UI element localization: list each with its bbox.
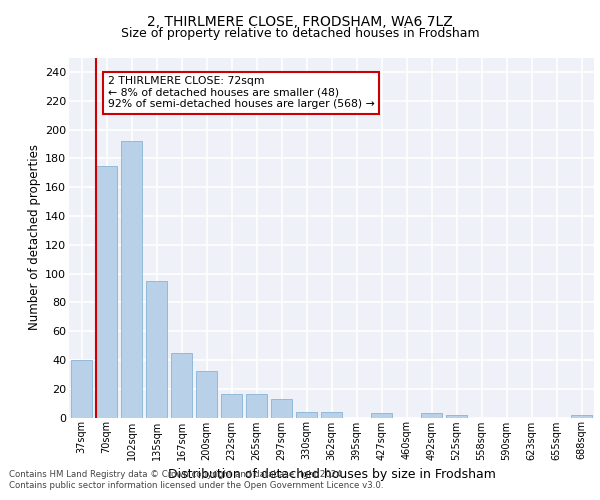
Bar (71, 360, 92, 418)
Bar (221, 394, 242, 417)
Bar (321, 412, 342, 418)
Bar (371, 413, 392, 418)
Text: 2 THIRLMERE CLOSE: 72sqm
← 8% of detached houses are smaller (48)
92% of semi-de: 2 THIRLMERE CLOSE: 72sqm ← 8% of detache… (108, 76, 374, 110)
Bar (446, 414, 467, 418)
Bar (196, 372, 217, 418)
Text: Size of property relative to detached houses in Frodsham: Size of property relative to detached ho… (121, 28, 479, 40)
Bar (571, 414, 592, 418)
Bar (96, 166, 117, 418)
Bar (171, 352, 192, 418)
Text: Contains public sector information licensed under the Open Government Licence v3: Contains public sector information licen… (9, 481, 383, 490)
Y-axis label: Number of detached properties: Number of detached properties (28, 144, 41, 330)
Bar (246, 394, 267, 417)
Bar (296, 412, 317, 418)
Bar (121, 141, 142, 417)
Bar (421, 413, 442, 418)
Text: Contains HM Land Registry data © Crown copyright and database right 2024.: Contains HM Land Registry data © Crown c… (9, 470, 344, 479)
X-axis label: Distribution of detached houses by size in Frodsham: Distribution of detached houses by size … (167, 468, 496, 481)
Bar (146, 280, 167, 417)
Text: 2, THIRLMERE CLOSE, FRODSHAM, WA6 7LZ: 2, THIRLMERE CLOSE, FRODSHAM, WA6 7LZ (147, 15, 453, 29)
Bar (271, 399, 292, 417)
